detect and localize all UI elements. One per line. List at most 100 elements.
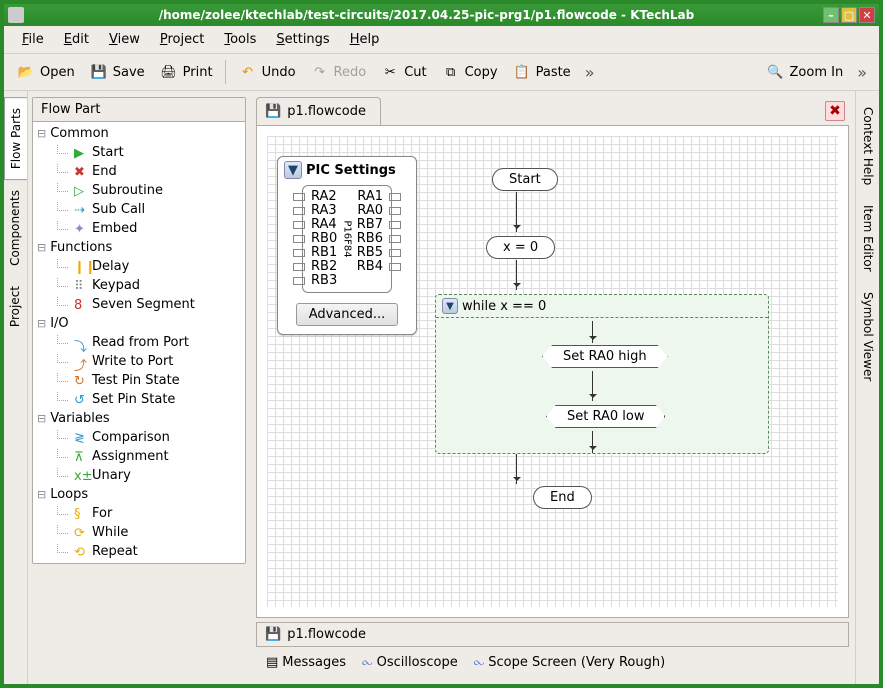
item-embed[interactable]: ✦Embed	[37, 219, 241, 238]
pin-RB7: RB7	[347, 218, 389, 232]
tab-project[interactable]: Project	[4, 276, 27, 337]
flow-while-loop[interactable]: ▼while x == 0 Set RA0 high Set RA0 low	[435, 294, 769, 454]
pin-RA2: RA2	[305, 190, 347, 204]
flow-end[interactable]: End	[533, 486, 592, 509]
pin-RB1: RB1	[305, 246, 347, 260]
pin-RB6: RB6	[347, 232, 389, 246]
doc-close-button[interactable]: ✖	[825, 101, 845, 121]
cat-functions[interactable]: Functions	[37, 238, 241, 257]
menu-project[interactable]: Project	[150, 30, 215, 49]
doc-tabs: 💾p1.flowcode	[256, 97, 381, 125]
flow-start[interactable]: Start	[492, 168, 558, 191]
advanced-button[interactable]: Advanced...	[296, 303, 399, 326]
testpin-icon: ↻	[74, 374, 88, 388]
readport-icon: ⤵	[74, 336, 88, 350]
item-comparison[interactable]: ≷Comparison	[37, 428, 241, 447]
cat-variables[interactable]: Variables	[37, 409, 241, 428]
doc-tab-p1[interactable]: 💾p1.flowcode	[256, 97, 381, 125]
tab-flow-parts[interactable]: Flow Parts	[4, 97, 27, 180]
item-readport[interactable]: ⤵Read from Port	[37, 333, 241, 352]
item-repeat[interactable]: ⟲Repeat	[37, 542, 241, 561]
titlebar: /home/zolee/ktechlab/test-circuits/2017.…	[4, 4, 879, 26]
cut-icon: ✂	[380, 62, 400, 82]
undo-icon: ↶	[238, 62, 258, 82]
menu-view[interactable]: View	[99, 30, 150, 49]
titlebar-text: /home/zolee/ktechlab/test-circuits/2017.…	[30, 8, 823, 22]
pin-RB3: RB3	[305, 274, 347, 288]
redo-button[interactable]: ↷Redo	[304, 58, 373, 86]
unary-icon: x±	[74, 469, 88, 483]
copy-button[interactable]: ⧉Copy	[435, 58, 504, 86]
tab-item-editor[interactable]: Item Editor	[856, 195, 879, 282]
flow-part-panel: Flow Part Common ▶Start ✖End ▷Subroutine…	[32, 97, 246, 564]
item-for[interactable]: §For	[37, 504, 241, 523]
item-testpin[interactable]: ↻Test Pin State	[37, 371, 241, 390]
canvas-wrap: ▼PIC Settings P16F84 RA2RA3RA4RB0RB1RB2R…	[256, 125, 849, 618]
cat-io[interactable]: I/O	[37, 314, 241, 333]
item-delay[interactable]: ❙❙Delay	[37, 257, 241, 276]
flow-part-tree: Common ▶Start ✖End ▷Subroutine ⇢Sub Call…	[33, 122, 245, 563]
menubar: File Edit View Project Tools Settings He…	[4, 26, 879, 54]
assignment-icon: ⊼	[74, 450, 88, 464]
zoom-in-button[interactable]: 🔍Zoom In	[760, 58, 850, 86]
cat-common[interactable]: Common	[37, 124, 241, 143]
flow-set-high[interactable]: Set RA0 high	[542, 345, 668, 368]
bottom-tabs: ▤Messages ⧜Oscilloscope ⧜Scope Screen (V…	[256, 647, 849, 678]
copy-icon: ⧉	[441, 62, 461, 82]
tab-oscilloscope[interactable]: ⧜Oscilloscope	[356, 653, 464, 672]
tab-messages[interactable]: ▤Messages	[260, 653, 352, 672]
open-button[interactable]: 📂Open	[10, 58, 81, 86]
cat-loops[interactable]: Loops	[37, 485, 241, 504]
while-icon: ⟳	[74, 526, 88, 540]
tab-context-help[interactable]: Context Help	[856, 97, 879, 195]
flow-assign-x0[interactable]: x = 0	[486, 236, 555, 259]
redo-icon: ↷	[310, 62, 330, 82]
save-button[interactable]: 💾Save	[83, 58, 151, 86]
item-end[interactable]: ✖End	[37, 162, 241, 181]
item-subcall[interactable]: ⇢Sub Call	[37, 200, 241, 219]
doc-mini-bar[interactable]: 💾p1.flowcode	[256, 622, 849, 647]
sevenseg-icon: 8	[74, 298, 88, 312]
item-start[interactable]: ▶Start	[37, 143, 241, 162]
pin-RB2: RB2	[305, 260, 347, 274]
toolbar-overflow[interactable]: »	[579, 63, 601, 82]
pic-settings-box[interactable]: ▼PIC Settings P16F84 RA2RA3RA4RB0RB1RB2R…	[277, 156, 417, 335]
menu-file[interactable]: File	[12, 30, 54, 49]
item-setpin[interactable]: ↺Set Pin State	[37, 390, 241, 409]
paste-button[interactable]: 📋Paste	[506, 58, 577, 86]
item-subroutine[interactable]: ▷Subroutine	[37, 181, 241, 200]
flowchart-canvas[interactable]: ▼PIC Settings P16F84 RA2RA3RA4RB0RB1RB2R…	[267, 136, 838, 607]
flow-set-low[interactable]: Set RA0 low	[546, 405, 665, 428]
menu-help[interactable]: Help	[340, 30, 390, 49]
tab-components[interactable]: Components	[4, 180, 27, 276]
print-button[interactable]: 🖨Print	[153, 58, 219, 86]
paste-icon: 📋	[512, 62, 532, 82]
tab-symbol-viewer[interactable]: Symbol Viewer	[856, 282, 879, 391]
menu-settings[interactable]: Settings	[266, 30, 339, 49]
item-unary[interactable]: x±Unary	[37, 466, 241, 485]
menu-tools[interactable]: Tools	[214, 30, 266, 49]
maximize-button[interactable]: ▢	[841, 7, 857, 23]
chevron-down-icon[interactable]: ▼	[284, 161, 302, 179]
app-icon	[8, 7, 24, 23]
item-writeport[interactable]: ⤴Write to Port	[37, 352, 241, 371]
disk-icon: 💾	[265, 627, 281, 642]
subroutine-icon: ▷	[74, 184, 88, 198]
minimize-button[interactable]: –	[823, 7, 839, 23]
menu-edit[interactable]: Edit	[54, 30, 99, 49]
pic-chip: P16F84 RA2RA3RA4RB0RB1RB2RB3 RA1RA0RB7RB…	[302, 185, 392, 293]
toolbar-overflow-right[interactable]: »	[851, 63, 873, 82]
cut-button[interactable]: ✂Cut	[374, 58, 432, 86]
zoom-in-icon: 🔍	[766, 62, 786, 82]
item-while[interactable]: ⟳While	[37, 523, 241, 542]
item-keypad[interactable]: ⠿Keypad	[37, 276, 241, 295]
tab-scope-screen[interactable]: ⧜Scope Screen (Very Rough)	[468, 653, 671, 672]
embed-icon: ✦	[74, 222, 88, 236]
item-sevenseg[interactable]: 8Seven Segment	[37, 295, 241, 314]
app-frame: File Edit View Project Tools Settings He…	[4, 26, 879, 684]
chevron-down-icon[interactable]: ▼	[442, 298, 458, 314]
close-button[interactable]: ✕	[859, 7, 875, 23]
item-assignment[interactable]: ⊼Assignment	[37, 447, 241, 466]
undo-button[interactable]: ↶Undo	[232, 58, 302, 86]
disk-icon: 💾	[265, 104, 281, 119]
